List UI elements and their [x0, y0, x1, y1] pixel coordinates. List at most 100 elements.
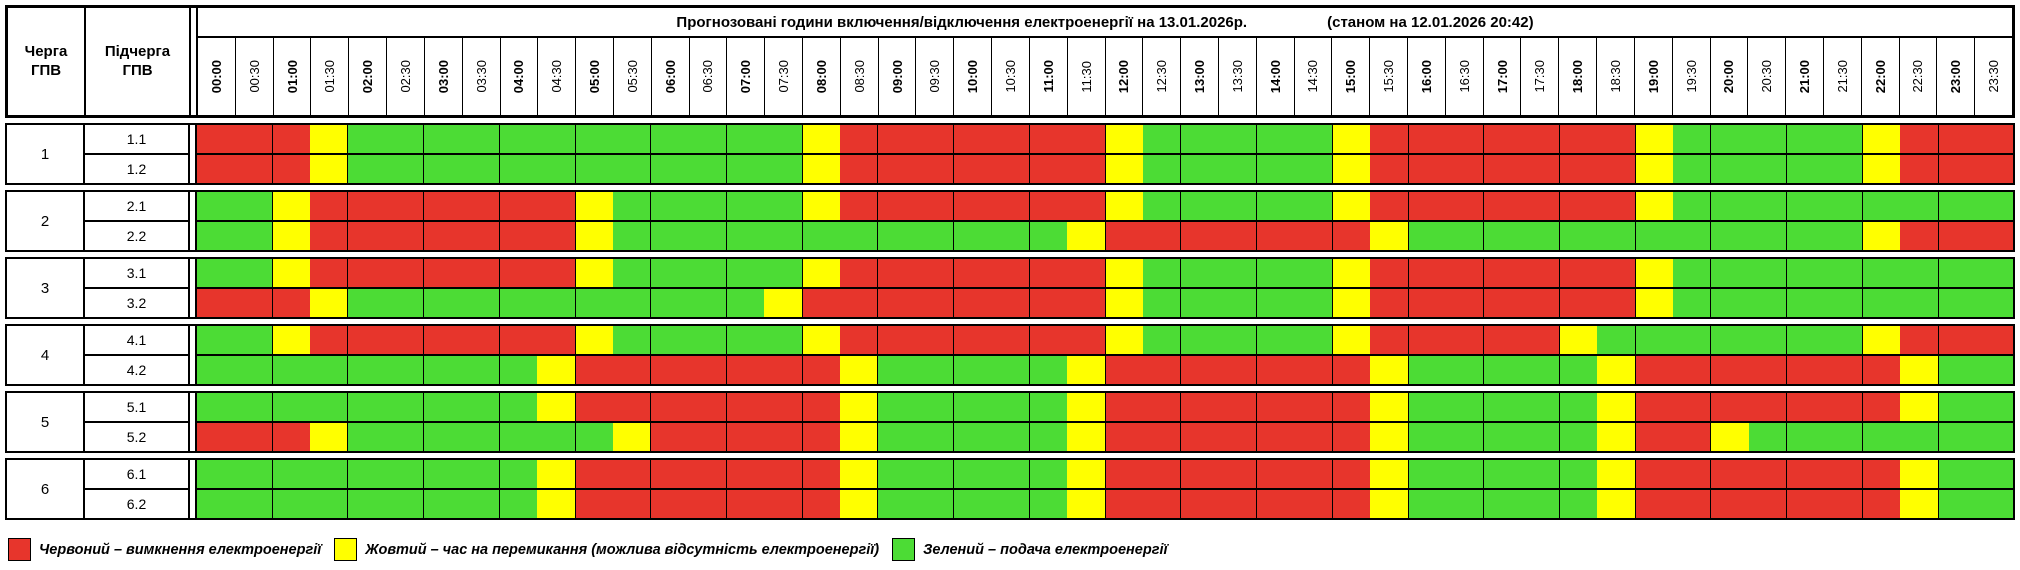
cell-5.1-16:00: [1407, 393, 1446, 421]
cell-2.2-17:30: [1521, 222, 1559, 250]
cell-6.2-17:00: [1483, 490, 1522, 518]
cell-1.1-20:30: [1748, 125, 1787, 153]
subqueue-column: 1.1 1.2: [85, 125, 190, 183]
cell-4.2-08:00: [801, 356, 841, 384]
time-col-22:00: 22:00: [1860, 38, 1899, 115]
cell-2.1-04:00: [498, 192, 538, 220]
time-col-06:00: 06:00: [650, 38, 689, 115]
cell-6.2-22:30: [1900, 490, 1938, 518]
cell-6.1-08:00: [801, 460, 841, 488]
cell-3.1-15:30: [1370, 259, 1408, 287]
cell-3.1-13:00: [1180, 259, 1219, 287]
cell-4.2-23:30: [1975, 356, 2014, 384]
time-col-14:30: 14:30: [1293, 38, 1332, 115]
time-col-15:30: 15:30: [1369, 38, 1407, 115]
subqueue-label-2.2: 2.2: [85, 220, 188, 250]
cell-6.2-10:30: [991, 490, 1029, 518]
cell-5.2-15:00: [1331, 423, 1371, 451]
cell-3.2-13:00: [1180, 289, 1219, 317]
cell-4.1-21:30: [1824, 326, 1862, 354]
cell-5.1-11:30: [1067, 393, 1105, 421]
time-label: 17:00: [1494, 59, 1510, 94]
cell-2.1-18:00: [1558, 192, 1598, 220]
cell-3.1-18:30: [1597, 259, 1635, 287]
time-col-06:30: 06:30: [688, 38, 727, 115]
cell-1.2-08:00: [801, 155, 841, 183]
cell-2.1-07:30: [764, 192, 802, 220]
cell-5.1-13:00: [1180, 393, 1219, 421]
cell-1.2-13:30: [1218, 155, 1257, 183]
cell-1.1-17:30: [1521, 125, 1559, 153]
cell-4.2-14:30: [1294, 356, 1332, 384]
cell-3.2-18:30: [1597, 289, 1635, 317]
cell-3.1-07:30: [764, 259, 802, 287]
cell-6.2-10:00: [953, 490, 992, 518]
cell-5.1-22:30: [1900, 393, 1938, 421]
cell-3.1-23:30: [1975, 259, 2014, 287]
cell-5.1-23:30: [1975, 393, 2014, 421]
time-header-row: 00:00 00:30 01:00 01:30 02:00 02:30 03:00 03:30…: [198, 38, 2012, 115]
cell-3.2-12:00: [1104, 289, 1143, 317]
cell-4.1-15:30: [1370, 326, 1408, 354]
cell-6.1-07:00: [726, 460, 765, 488]
cell-2.1-23:00: [1937, 192, 1976, 220]
cell-5.2-02:00: [347, 423, 386, 451]
cell-5.1-07:00: [726, 393, 765, 421]
cell-3.1-01:00: [271, 259, 311, 287]
cell-6.1-20:30: [1748, 460, 1787, 488]
cell-3.2-14:30: [1294, 289, 1332, 317]
cell-3.2-02:30: [385, 289, 424, 317]
cell-2.1-12:30: [1142, 192, 1181, 220]
cell-2.1-03:00: [423, 192, 462, 220]
time-label: 06:30: [700, 60, 716, 93]
time-col-14:00: 14:00: [1255, 38, 1294, 115]
time-label: 05:30: [624, 60, 640, 93]
time-label: 11:30: [1078, 60, 1094, 93]
cell-3.1-17:30: [1521, 259, 1559, 287]
cell-1.2-09:30: [915, 155, 954, 183]
time-col-21:30: 21:30: [1822, 38, 1861, 115]
cell-3.2-20:30: [1748, 289, 1787, 317]
cell-1.1-03:30: [461, 125, 499, 153]
cell-4.2-20:30: [1748, 356, 1787, 384]
cell-4.1-20:30: [1748, 326, 1787, 354]
cell-4.1-13:00: [1180, 326, 1219, 354]
cell-6.2-12:30: [1142, 490, 1181, 518]
cell-4.1-14:30: [1294, 326, 1332, 354]
cell-6.1-12:00: [1104, 460, 1143, 488]
time-label: 10:00: [965, 59, 981, 94]
time-label: 21:30: [1834, 60, 1850, 93]
subqueue-column: 6.1 6.2: [85, 460, 190, 518]
cell-2.1-16:00: [1407, 192, 1446, 220]
cell-4.2-20:00: [1710, 356, 1749, 384]
cell-6.2-23:30: [1975, 490, 2014, 518]
cell-2.1-21:30: [1824, 192, 1862, 220]
cell-6.1-21:30: [1824, 460, 1862, 488]
cell-6.1-04:00: [498, 460, 538, 488]
cell-4.1-22:00: [1861, 326, 1901, 354]
cell-4.1-18:00: [1558, 326, 1598, 354]
cell-1.1-22:00: [1861, 125, 1901, 153]
cell-2.2-19:00: [1634, 222, 1674, 250]
time-col-09:00: 09:00: [877, 38, 916, 115]
cell-1.2-22:00: [1861, 155, 1901, 183]
cell-1.1-00:00: [197, 125, 235, 153]
cell-3.1-02:00: [347, 259, 386, 287]
cell-2.1-21:00: [1786, 192, 1825, 220]
cell-5.1-09:00: [877, 393, 916, 421]
time-label: 01:30: [322, 60, 338, 93]
cell-1.1-01:00: [271, 125, 311, 153]
cell-3.2-16:00: [1407, 289, 1446, 317]
cell-1.1-15:30: [1370, 125, 1408, 153]
cell-6.1-02:30: [385, 460, 424, 488]
cell-6.2-18:30: [1597, 490, 1635, 518]
cell-1.1-05:00: [574, 125, 613, 153]
cell-6.2-04:00: [498, 490, 538, 518]
cell-2.1-19:00: [1634, 192, 1674, 220]
cell-3.2-06:00: [650, 289, 689, 317]
queue-group-4: 4 4.1 4.2: [5, 324, 2015, 386]
cell-3.2-17:30: [1521, 289, 1559, 317]
cell-3.1-18:00: [1558, 259, 1598, 287]
cell-1.1-22:30: [1900, 125, 1938, 153]
cell-4.1-23:00: [1937, 326, 1976, 354]
